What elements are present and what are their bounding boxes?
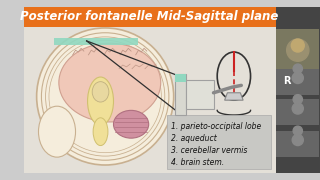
Bar	[276, 7, 320, 173]
Bar	[24, 7, 276, 27]
Bar	[276, 29, 319, 71]
Ellipse shape	[92, 82, 109, 102]
Text: 2. aqueduct: 2. aqueduct	[171, 134, 217, 143]
Ellipse shape	[88, 77, 114, 125]
Ellipse shape	[93, 118, 108, 146]
Bar	[24, 27, 276, 173]
Text: 4. brain stem.: 4. brain stem.	[171, 158, 224, 167]
Circle shape	[293, 64, 302, 73]
Circle shape	[293, 126, 302, 135]
Circle shape	[292, 72, 303, 84]
Circle shape	[287, 39, 309, 61]
Ellipse shape	[59, 43, 161, 122]
Bar	[167, 115, 271, 169]
Text: R: R	[283, 76, 291, 86]
Ellipse shape	[38, 106, 76, 157]
Text: Posterior fontanelle Mid-Sagittal plane: Posterior fontanelle Mid-Sagittal plane	[20, 10, 279, 23]
Bar	[175, 74, 186, 115]
Bar	[276, 131, 319, 157]
Bar	[276, 73, 297, 88]
Bar	[186, 80, 213, 109]
Circle shape	[292, 134, 303, 146]
Ellipse shape	[36, 28, 174, 165]
Ellipse shape	[114, 110, 149, 138]
Text: 1. parieto-occipital lobe: 1. parieto-occipital lobe	[171, 122, 261, 131]
Bar	[276, 99, 319, 125]
Polygon shape	[54, 38, 138, 45]
Circle shape	[293, 95, 302, 104]
Polygon shape	[225, 93, 243, 100]
Circle shape	[291, 39, 304, 52]
Text: 3. cerebellar vermis: 3. cerebellar vermis	[171, 146, 247, 155]
Bar	[276, 69, 319, 95]
Circle shape	[292, 103, 303, 114]
Bar	[175, 74, 186, 82]
